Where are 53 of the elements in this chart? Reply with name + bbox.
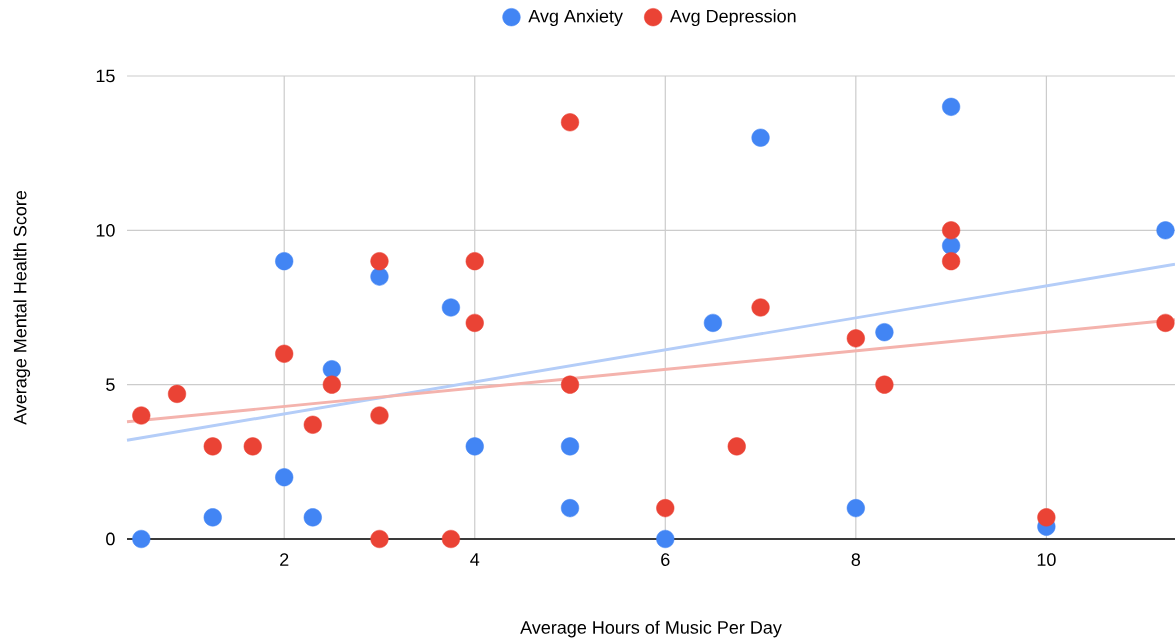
legend-label: Avg Anxiety <box>528 9 623 27</box>
point <box>942 97 961 116</box>
point <box>942 252 961 271</box>
point <box>560 499 580 518</box>
point <box>875 375 894 394</box>
x-tick-label: 2 <box>280 553 289 566</box>
point <box>656 529 675 549</box>
point <box>322 375 341 394</box>
legend-label: Avg Depression <box>669 9 796 27</box>
point <box>275 252 294 271</box>
point <box>751 298 770 317</box>
x-tick-label: 8 <box>851 553 861 566</box>
point <box>751 128 770 147</box>
point <box>560 113 580 132</box>
x-axis-title: Average Hours of Music Per Day <box>520 620 782 638</box>
point <box>465 437 484 456</box>
point <box>370 406 389 425</box>
y-tick-label: 10 <box>96 223 115 237</box>
point <box>203 508 222 527</box>
point <box>465 252 484 271</box>
point <box>703 313 722 332</box>
y-tick-label: 0 <box>106 532 115 546</box>
point <box>727 437 746 456</box>
x-tick-label: 4 <box>470 553 480 566</box>
point <box>167 384 187 403</box>
x-tick-label: 6 <box>661 553 670 566</box>
point <box>132 529 151 549</box>
point <box>303 415 322 434</box>
y-tick-label: 5 <box>106 378 115 391</box>
point <box>942 221 961 240</box>
point <box>846 499 865 518</box>
point <box>846 329 865 348</box>
y-axis-title: Average Mental Health Score <box>13 190 31 425</box>
y-tick-label: 15 <box>96 69 115 83</box>
point <box>370 252 389 271</box>
point <box>322 360 341 379</box>
point <box>243 437 262 456</box>
point <box>441 529 460 549</box>
point <box>656 499 675 518</box>
point <box>132 406 151 425</box>
point <box>560 437 580 456</box>
point <box>303 508 322 527</box>
point <box>370 267 389 286</box>
point <box>875 323 894 342</box>
point <box>275 344 294 363</box>
point <box>203 437 222 456</box>
x-tick-label: 10 <box>1037 553 1056 566</box>
point <box>1037 508 1056 527</box>
point <box>370 529 389 549</box>
point <box>441 298 460 317</box>
point <box>560 375 580 394</box>
point <box>465 313 484 332</box>
point <box>275 468 294 487</box>
